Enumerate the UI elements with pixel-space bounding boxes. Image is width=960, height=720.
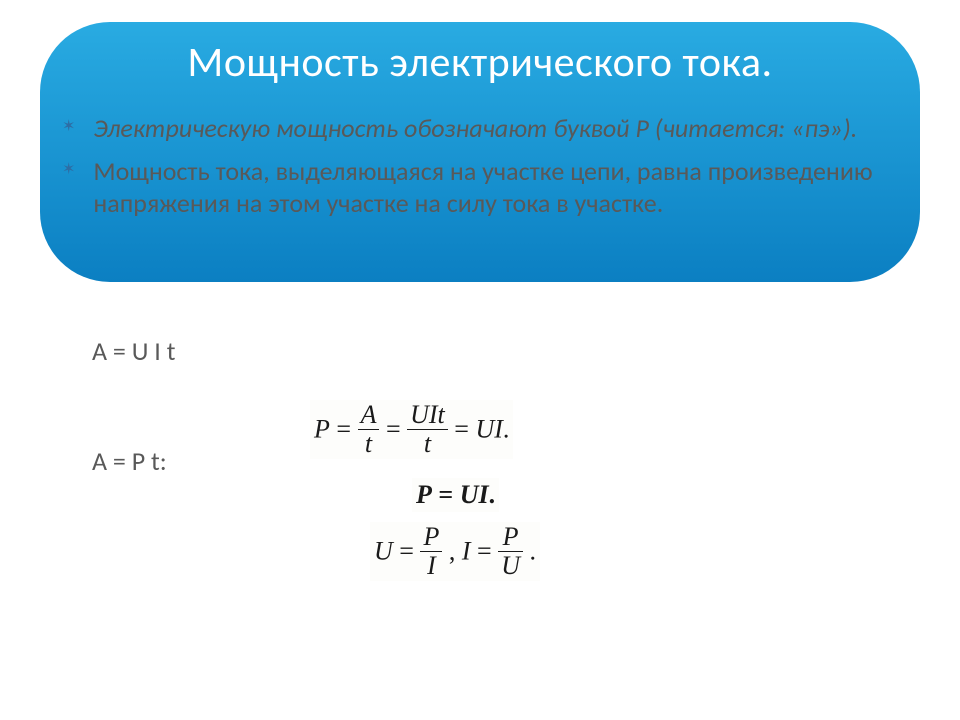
frac-num: P (498, 524, 523, 551)
frac-den: t (358, 429, 380, 457)
var-p: P (314, 415, 330, 444)
formula-main: P = UI. (412, 478, 499, 512)
period: . (529, 537, 536, 566)
bullet-text-1: Электрическую мощность обозначают буквой… (93, 112, 857, 145)
frac-den: t (407, 429, 448, 457)
var-ui: UI (475, 415, 502, 444)
formula-derivation: P = A t = UIt t = UI. (310, 400, 513, 459)
equals-sign: = (399, 537, 414, 566)
frac-den: U (498, 551, 523, 579)
var-p: P (416, 480, 432, 509)
equals-sign: = (386, 415, 401, 444)
var-i: I (462, 537, 471, 566)
fraction-p-over-i: P I (420, 524, 442, 579)
var-u: U (374, 537, 393, 566)
content-area: ✶ Электрическую мощность обозначают букв… (62, 112, 898, 230)
formula-plain-1: A = U I t (92, 335, 175, 367)
period: . (503, 415, 510, 444)
slide-title: Мощность электрического тока. (0, 38, 960, 88)
fraction-p-over-u: P U (498, 524, 523, 579)
formula-derived: U = P I , I = P U . (370, 522, 540, 581)
var-ui: UI (460, 480, 489, 509)
bullet-item: ✶ Электрическую мощность обозначают букв… (62, 112, 898, 145)
equals-sign: = (336, 415, 351, 444)
bullet-text-2: Мощность тока, выделяющаяся на участке ц… (93, 155, 898, 220)
frac-num: UIt (407, 402, 448, 429)
frac-num: P (420, 524, 442, 551)
bullet-star-icon: ✶ (62, 155, 75, 185)
equals-sign: = (432, 480, 460, 509)
period: . (489, 480, 496, 509)
formula-plain-2: A = P t: (92, 445, 167, 477)
bullet-star-icon: ✶ (62, 112, 75, 142)
fraction-a-over-t: A t (358, 402, 380, 457)
fraction-uit-over-t: UIt t (407, 402, 448, 457)
frac-num: A (358, 402, 380, 429)
comma: , (449, 537, 462, 566)
frac-den: I (420, 551, 442, 579)
bullet-item: ✶ Мощность тока, выделяющаяся на участке… (62, 155, 898, 220)
equals-sign: = (477, 537, 492, 566)
equals-sign: = (454, 415, 469, 444)
